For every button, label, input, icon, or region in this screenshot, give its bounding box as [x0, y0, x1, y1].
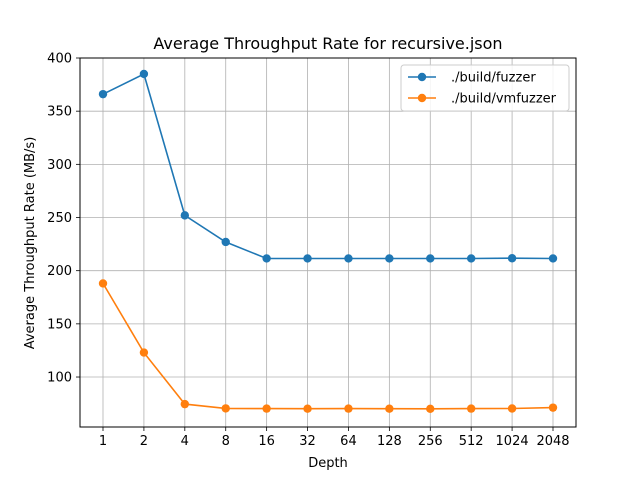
data-point	[303, 404, 312, 413]
y-tick-label: 100	[47, 371, 72, 386]
x-tick-label: 8	[222, 434, 230, 449]
legend-label: ./build/vmfuzzer	[451, 92, 557, 107]
data-point	[180, 399, 190, 409]
y-axis: 100 150 200 250 300 350 400	[47, 52, 80, 386]
series-line	[102, 72, 554, 260]
data-point	[262, 404, 271, 413]
series-layer	[98, 69, 558, 414]
chart-title: Average Throughput Rate for recursive.js…	[153, 34, 502, 53]
legend-item: ./build/vmfuzzer	[408, 92, 557, 107]
data-point	[221, 237, 230, 247]
x-tick-label: 2048	[536, 434, 569, 449]
data-point	[262, 254, 271, 263]
x-tick-label: 256	[418, 434, 443, 449]
data-point	[139, 69, 149, 79]
x-tick-label: 512	[459, 434, 484, 449]
data-point	[303, 254, 312, 263]
data-point	[344, 254, 353, 263]
y-axis-label: Average Throughput Rate (MB/s)	[23, 137, 38, 350]
x-axis: 1 2 4 8 16 32 64 128 256 512 1024 2048	[99, 427, 570, 449]
data-point	[344, 404, 353, 413]
y-tick-label: 250	[47, 211, 72, 226]
x-tick-label: 2	[140, 434, 148, 449]
data-point	[98, 89, 108, 99]
data-point	[98, 279, 108, 288]
y-tick-label: 200	[47, 264, 72, 279]
x-tick-label: 1	[99, 434, 107, 449]
y-tick-label: 350	[47, 105, 72, 120]
plot-area-frame	[79, 57, 577, 428]
data-point	[466, 254, 476, 263]
data-point	[385, 404, 394, 413]
data-point	[221, 404, 230, 413]
x-tick-label: 128	[377, 434, 402, 449]
data-point	[426, 404, 435, 414]
data-point	[548, 254, 558, 263]
series-line	[102, 282, 554, 410]
data-point	[139, 348, 149, 357]
x-tick-label: 4	[181, 434, 189, 449]
x-tick-label: 16	[258, 434, 275, 449]
x-axis-label: Depth	[308, 456, 348, 471]
series-1	[98, 69, 558, 263]
data-point	[507, 404, 517, 413]
y-tick-label: 300	[47, 158, 72, 173]
x-tick-label: 64	[340, 434, 357, 449]
series-2	[98, 279, 558, 414]
legend-label: ./build/fuzzer	[451, 71, 536, 86]
y-tick-label: 150	[47, 317, 72, 332]
legend: ./build/fuzzer ./build/vmfuzzer	[400, 64, 570, 112]
data-point	[507, 254, 517, 263]
data-point	[180, 211, 190, 220]
data-point	[426, 254, 435, 263]
x-tick-label: 32	[299, 434, 316, 449]
data-point	[466, 404, 476, 413]
legend-box	[400, 64, 570, 112]
legend-marker	[417, 93, 427, 103]
legend-item: ./build/fuzzer	[408, 71, 536, 86]
x-tick-label: 1024	[496, 434, 529, 449]
data-point	[385, 254, 394, 263]
legend-marker	[417, 72, 427, 82]
y-tick-label: 400	[47, 52, 72, 67]
data-point	[548, 403, 558, 412]
